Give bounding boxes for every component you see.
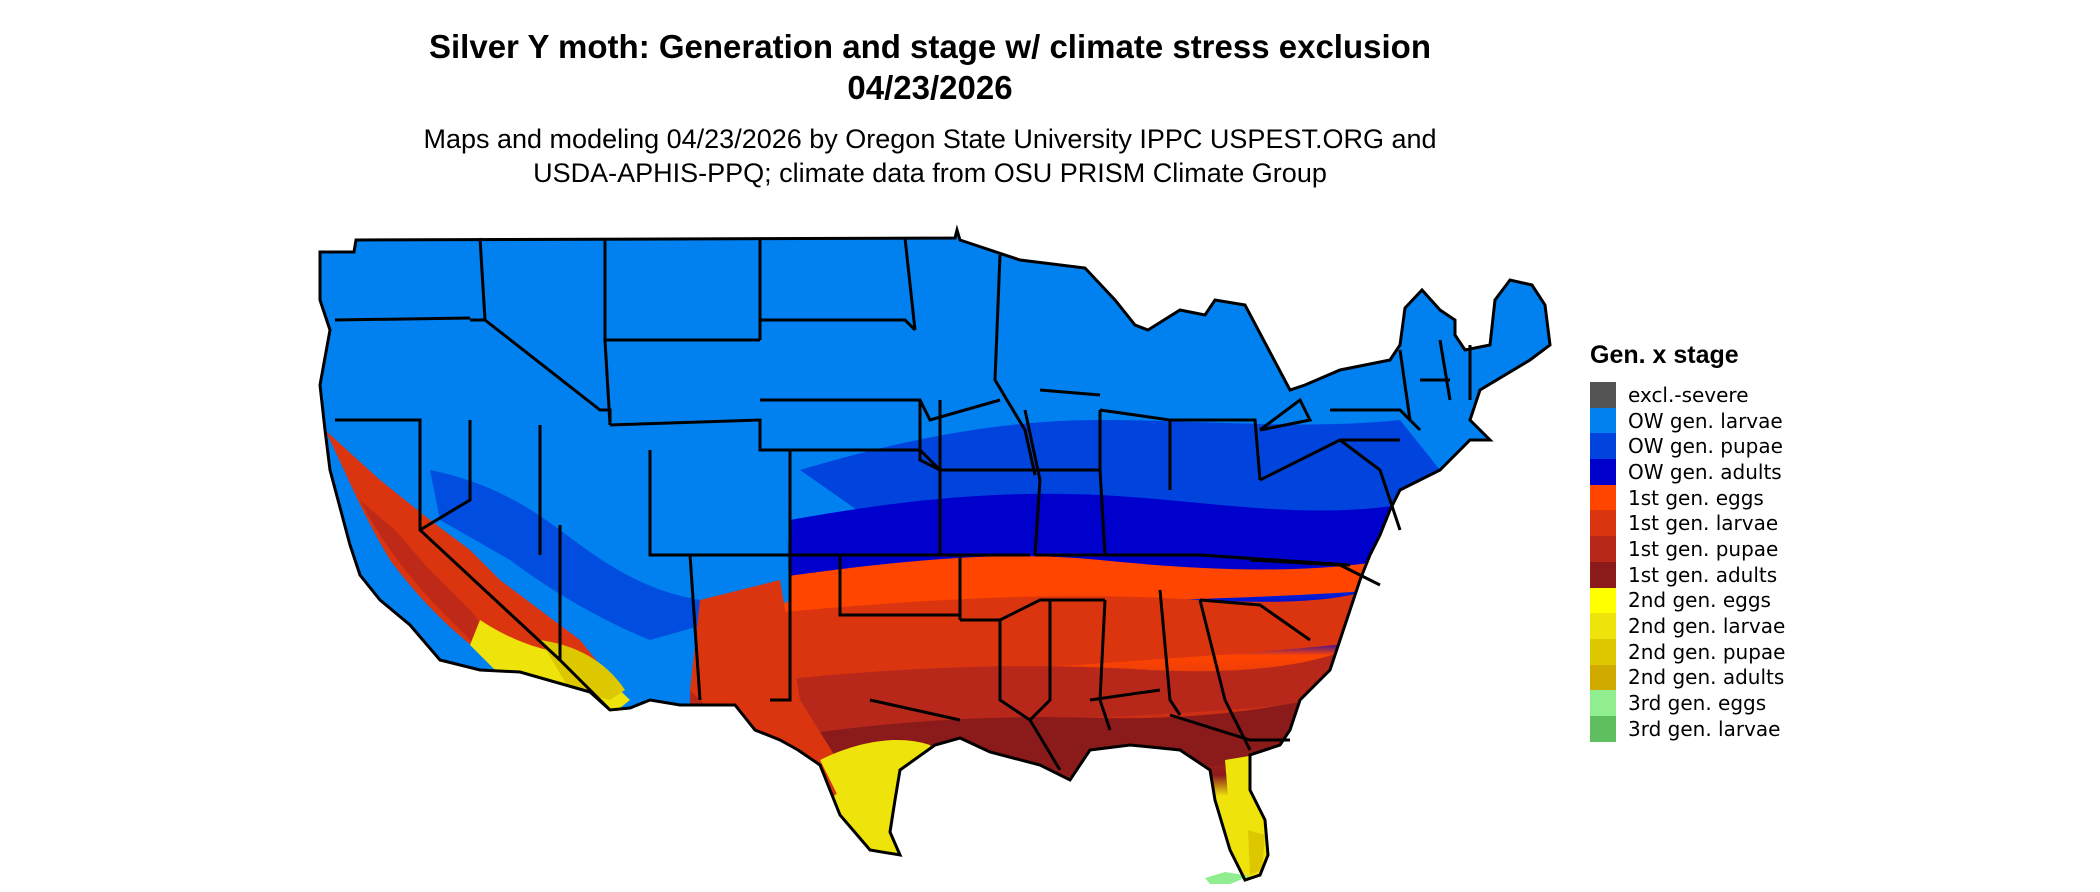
- legend-swatch: [1590, 613, 1616, 639]
- legend-swatch: [1590, 587, 1616, 614]
- zone-west-larvae: [420, 420, 790, 640]
- legend-item: excl.-severe: [1590, 382, 1910, 408]
- legend-swatch: [1590, 459, 1616, 485]
- legend-item: 3rd gen. larvae: [1590, 715, 1910, 742]
- map-subtitle: Maps and modeling 04/23/2026 by Oregon S…: [330, 122, 1530, 190]
- legend-swatch: [1590, 433, 1616, 460]
- legend-item: 1st gen. larvae: [1590, 510, 1910, 537]
- legend-item: OW gen. pupae: [1590, 433, 1910, 460]
- legend-item: 2nd gen. eggs: [1590, 587, 1910, 614]
- legend-item: OW gen. larvae: [1590, 407, 1910, 434]
- state-borders: [318, 228, 1552, 882]
- zone-first-pupae: [690, 640, 1370, 740]
- legend-label: 1st gen. larvae: [1628, 511, 1779, 536]
- legend-swatch: [1590, 561, 1616, 588]
- legend-item: 2nd gen. adults: [1590, 664, 1910, 691]
- legend-swatch: [1590, 664, 1616, 691]
- legend-label: 2nd gen. adults: [1628, 665, 1785, 690]
- legend-swatch: [1590, 484, 1616, 511]
- legend: Gen. x stage excl.-severe OW gen. larvae O…: [1590, 340, 1910, 742]
- legend-label: OW gen. larvae: [1628, 408, 1783, 433]
- legend-item: 3rd gen. eggs: [1590, 690, 1910, 716]
- legend-label: 2nd gen. pupae: [1628, 639, 1786, 664]
- legend-title: Gen. x stage: [1590, 341, 1739, 369]
- legend-label: 1st gen. adults: [1628, 562, 1778, 587]
- legend-label: OW gen. pupae: [1628, 434, 1783, 459]
- legend-swatch: [1590, 510, 1616, 537]
- subtitle-line-1: Maps and modeling 04/23/2026 by Oregon S…: [423, 124, 1437, 154]
- zone-tx-first-larvae: [690, 580, 850, 800]
- legend-item: 2nd gen. larvae: [1590, 613, 1910, 639]
- legend-item: 2nd gen. pupae: [1590, 638, 1910, 665]
- zone-keys-third-eggs: [1205, 872, 1250, 884]
- map-title: Silver Y moth: Generation and stage w/ c…: [380, 26, 1480, 108]
- legend-label: 3rd gen. larvae: [1628, 716, 1781, 741]
- legend-swatch: [1590, 382, 1616, 408]
- legend-swatch: [1590, 407, 1616, 434]
- legend-swatch: [1590, 690, 1616, 716]
- legend-swatch: [1590, 536, 1616, 562]
- legend-swatch: [1590, 638, 1616, 665]
- legend-item: 1st gen. adults: [1590, 561, 1910, 588]
- legend-label: 1st gen. pupae: [1628, 536, 1779, 561]
- legend-item: 1st gen. eggs: [1590, 484, 1910, 511]
- legend-label: 3rd gen. eggs: [1628, 691, 1767, 716]
- zone-first-larvae: [700, 580, 1390, 700]
- zone-west-pupae: [430, 470, 720, 640]
- legend-label: 1st gen. eggs: [1628, 485, 1764, 510]
- zone-fl-second-pupae: [1248, 830, 1265, 875]
- title-line-2: 04/23/2026: [847, 69, 1013, 106]
- subtitle-line-2: USDA-APHIS-PPQ; climate data from OSU PR…: [533, 158, 1327, 188]
- zone-west-first-pupae: [360, 500, 510, 660]
- legend-swatch: [1590, 715, 1616, 742]
- legend-label: 2nd gen. eggs: [1628, 588, 1771, 613]
- legend-items: excl.-severe OW gen. larvae OW gen. pupae O…: [1590, 382, 1910, 742]
- title-line-1: Silver Y moth: Generation and stage w/ c…: [429, 28, 1431, 65]
- legend-item: OW gen. adults: [1590, 459, 1910, 485]
- legend-item: 1st gen. pupae: [1590, 536, 1910, 562]
- zone-west-first-larvae: [325, 430, 620, 700]
- legend-label: 2nd gen. larvae: [1628, 614, 1786, 639]
- legend-label: excl.-severe: [1628, 382, 1749, 407]
- legend-label: OW gen. adults: [1628, 459, 1782, 484]
